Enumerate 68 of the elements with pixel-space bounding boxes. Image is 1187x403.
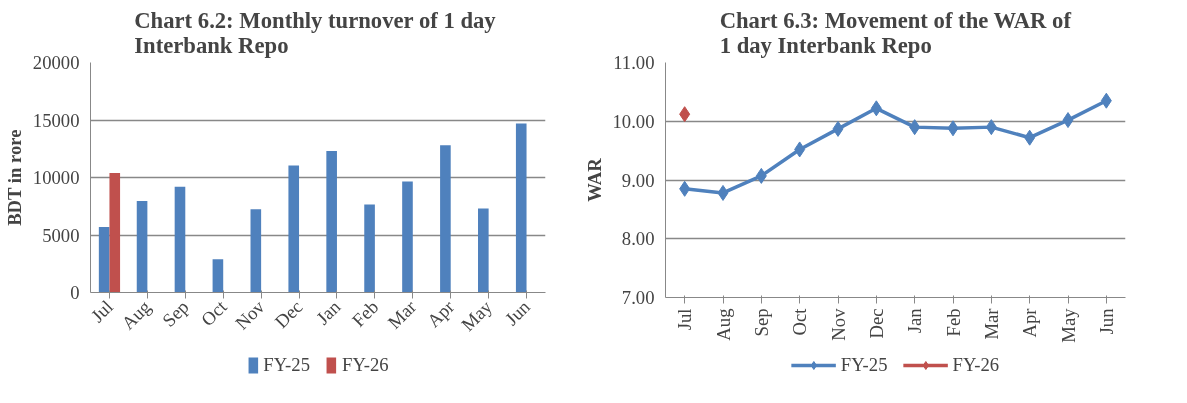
x-tick-label: Aug <box>117 296 155 334</box>
x-tick-label: Nov <box>230 295 270 334</box>
x-tick-label: Oct <box>789 307 811 336</box>
legend-label: FY-25 <box>263 354 310 376</box>
point <box>679 180 691 197</box>
point <box>870 100 882 117</box>
bar <box>326 151 337 293</box>
x-tick-label: Jan <box>311 295 345 329</box>
bar <box>440 145 451 293</box>
y-tick-label: 11.00 <box>613 52 655 73</box>
x-tick-label: Mar <box>980 307 1002 340</box>
bar <box>212 259 224 293</box>
bar <box>109 172 121 293</box>
bar <box>515 123 527 293</box>
x-tick-label: Jul <box>674 308 696 331</box>
bar <box>174 186 186 293</box>
x-tick-label: Aug <box>712 308 734 341</box>
point <box>755 167 767 184</box>
point <box>717 184 729 201</box>
point <box>947 120 959 137</box>
x-tick-label: Feb <box>347 296 383 331</box>
x-tick-label: May <box>457 295 497 336</box>
legend-label: FY-25 <box>840 354 888 376</box>
y-axis-title: WAR <box>583 157 605 202</box>
y-tick-label: 20000 <box>32 52 80 73</box>
y-tick-label: 9.00 <box>621 169 655 191</box>
y-tick-label: 0 <box>70 282 80 303</box>
x-tick-label: Jan <box>904 307 926 334</box>
x-tick-label: Dec <box>865 308 887 339</box>
x-tick-label: Jun <box>1095 307 1117 335</box>
x-tick-label: Apr <box>1019 307 1041 338</box>
y-tick-label: 10000 <box>32 167 80 188</box>
point <box>1024 129 1036 146</box>
y-tick-label: 8.00 <box>621 228 655 250</box>
point <box>794 141 806 158</box>
point <box>832 120 844 137</box>
bar <box>478 208 489 293</box>
bar <box>288 165 300 293</box>
bar <box>250 209 262 293</box>
point <box>909 119 921 136</box>
y-tick-label: 7.00 <box>621 287 655 308</box>
point <box>985 119 997 136</box>
x-tick-label: May <box>1057 307 1079 343</box>
x-tick-label: Sep <box>158 296 193 331</box>
x-tick-label: Mar <box>383 295 421 333</box>
x-tick-label: Jul <box>86 296 117 327</box>
legend-label: FY-26 <box>342 354 389 376</box>
point <box>1100 92 1112 109</box>
x-tick-label: Feb <box>942 308 964 337</box>
point <box>1062 112 1074 129</box>
bar <box>364 204 375 293</box>
bar <box>98 226 110 293</box>
y-tick-label: 10.00 <box>612 110 655 132</box>
x-tick-label: Oct <box>196 295 232 330</box>
x-tick-label: Jun <box>500 295 535 330</box>
bar <box>136 201 148 293</box>
x-tick-label: Apr <box>422 295 459 332</box>
y-axis-title: BDT in rore <box>3 129 25 226</box>
x-tick-label: Sep <box>750 308 772 337</box>
legend-label: FY-26 <box>952 354 1000 376</box>
y-tick-label: 5000 <box>42 224 80 246</box>
x-tick-label: Nov <box>827 307 849 341</box>
y-tick-label: 15000 <box>32 109 80 131</box>
point <box>679 106 691 123</box>
chart-title: Chart 6.2: Monthly turnover of 1 day Interbank Repo <box>134 7 497 58</box>
x-tick-label: Dec <box>270 296 307 333</box>
bar <box>402 181 413 293</box>
chart-title: Chart 6.3: Movement of the WAR of 1 day Interbank Repo <box>719 7 1072 58</box>
